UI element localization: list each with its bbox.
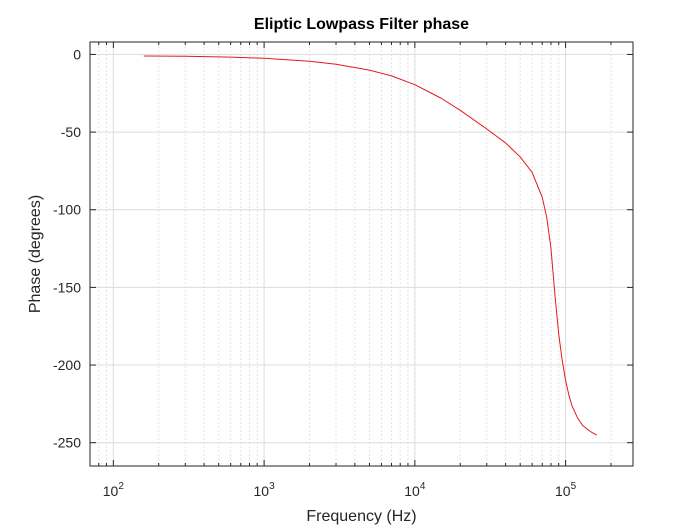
y-tick-label: -50 [61, 124, 81, 140]
series-layer [143, 55, 597, 436]
plot-frame [89, 41, 634, 467]
x-tick-label: 102 [103, 481, 125, 499]
chart-title: Eliptic Lowpass Filter phase [254, 16, 469, 33]
y-tick-label: -250 [53, 435, 81, 451]
y-tick-label: 0 [73, 46, 81, 62]
x-tick-labels: 102 103 104 105 [103, 481, 577, 499]
y-tick-label: -150 [53, 279, 81, 295]
x-tick-label: 103 [254, 481, 276, 499]
y-tick-label: -100 [53, 202, 81, 218]
x-tick-label: 104 [404, 481, 426, 499]
y-tick-label: -200 [53, 357, 81, 373]
x-axis-label: Frequency (Hz) [306, 508, 416, 525]
axis-ticks [89, 42, 633, 466]
y-tick-labels: 0 -50 -100 -150 -200 -250 [53, 46, 81, 450]
phase-series-line [143, 55, 597, 436]
y-axis-label: Phase (degrees) [27, 195, 44, 313]
x-tick-label: 105 [555, 481, 577, 499]
